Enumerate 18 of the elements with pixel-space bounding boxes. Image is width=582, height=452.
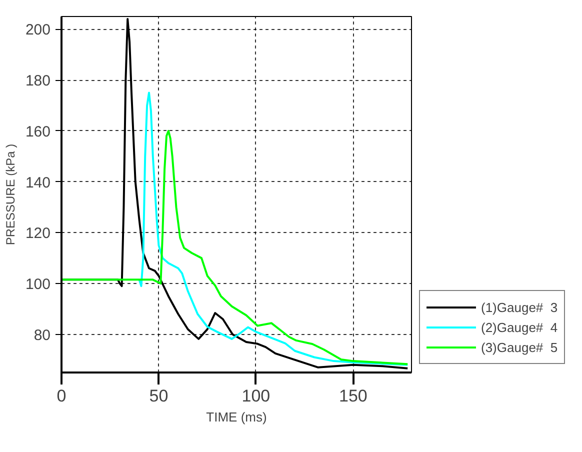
line-series (138, 92, 409, 366)
y-tick-label: 80 (34, 326, 51, 344)
y-tick-label: 180 (25, 72, 51, 90)
x-tick-label: 50 (149, 386, 168, 406)
y-tick-label: 160 (25, 123, 51, 140)
x-tick-label: 0 (56, 386, 66, 406)
x-axis-title: TIME (ms) (206, 410, 267, 424)
legend-label: (1)Gauge# 3 (481, 299, 558, 315)
legend-label: (2)Gauge# 4 (481, 319, 558, 335)
legend-label: (3)Gauge# 5 (481, 339, 558, 355)
y-tick-label: 140 (25, 174, 51, 192)
y-tick-label: 100 (25, 276, 51, 293)
line-series (62, 130, 409, 366)
x-tick-label: 150 (338, 386, 368, 406)
y-tick-label: 200 (25, 22, 51, 39)
y-axis-title: PRESSURE (kPa ) (3, 144, 18, 246)
x-tick-label: 100 (242, 386, 270, 406)
y-tick-label: 120 (25, 225, 51, 242)
